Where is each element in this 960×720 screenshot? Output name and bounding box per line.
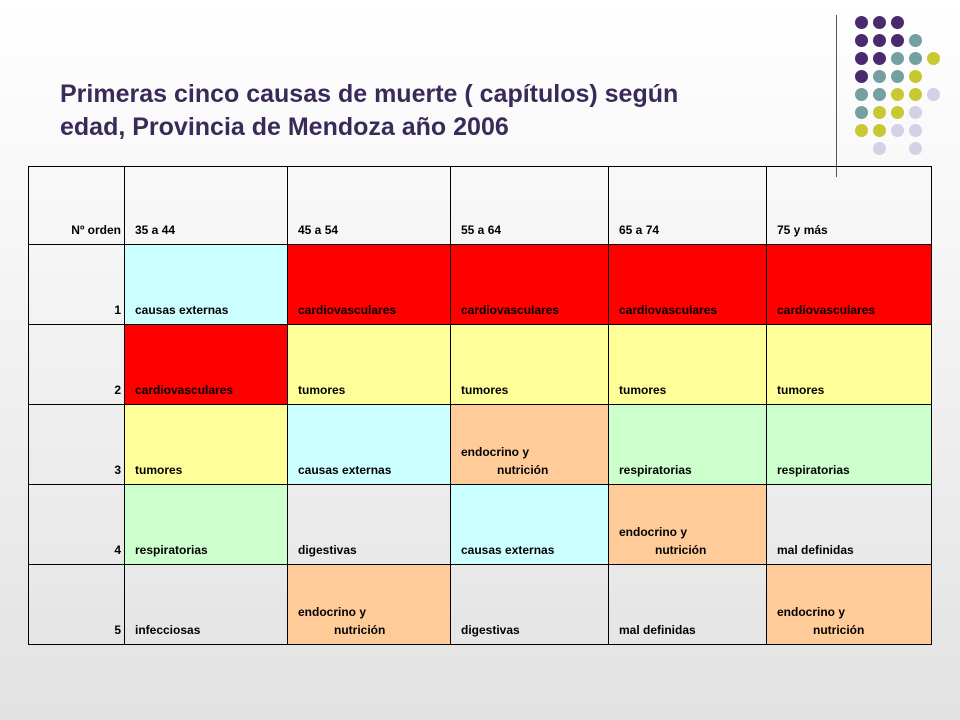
decorative-dot xyxy=(909,88,922,101)
decorative-dot xyxy=(855,34,868,47)
cause-cell: tumores xyxy=(287,324,451,405)
decorative-dot xyxy=(855,70,868,83)
table-row: 5 infecciosas endocrino y nutrición digestiv… xyxy=(28,564,932,645)
cause-cell: tumores xyxy=(124,404,288,485)
table-row: 3 tumores causas externas endocrino y nutric… xyxy=(28,404,932,485)
decorative-dot xyxy=(891,124,904,137)
table-row: 4 respiratorias digestivas causas externas e… xyxy=(28,484,932,565)
cause-cell: causas externas xyxy=(287,404,451,485)
cause-text-line-1: endocrino y xyxy=(461,445,530,460)
cause-cell: digestivas xyxy=(450,564,609,645)
table-row: 1 causas externas cardiovasculares cardiova… xyxy=(28,244,932,325)
cause-cell: tumores xyxy=(608,324,767,405)
cause-cell: tumores xyxy=(766,324,932,405)
cause-cell: cardiovasculares xyxy=(450,244,609,325)
header-cell: 45 a 54 xyxy=(287,166,451,245)
decorative-dot xyxy=(927,88,940,101)
header-cell: 65 a 74 xyxy=(608,166,767,245)
cause-cell: respiratorias xyxy=(608,404,767,485)
slide-title: Primeras cinco causas de muerte ( capítu… xyxy=(60,78,820,143)
cause-text-line-2: nutrición xyxy=(655,542,707,557)
cause-cell: cardiovasculares xyxy=(608,244,767,325)
rank-cell: 2 xyxy=(28,324,125,405)
decorative-divider-line xyxy=(836,15,837,177)
decorative-dot xyxy=(927,52,940,65)
cause-cell: infecciosas xyxy=(124,564,288,645)
cause-cell: endocrino y nutrición xyxy=(608,484,767,565)
cause-cell: cardiovasculares xyxy=(287,244,451,325)
decorative-dot xyxy=(873,124,886,137)
title-line-2: edad, Provincia de Mendoza año 2006 xyxy=(60,112,509,141)
cause-text-line-1: endocrino y xyxy=(619,525,688,540)
decorative-dot xyxy=(891,52,904,65)
rank-cell: 1 xyxy=(28,244,125,325)
title-line-1: Primeras cinco causas de muerte ( capítu… xyxy=(60,80,679,108)
cause-cell: endocrino y nutrición xyxy=(450,404,609,485)
decorative-dot xyxy=(855,52,868,65)
decorative-dot xyxy=(873,88,886,101)
decorative-dot xyxy=(909,34,922,47)
decorative-dot xyxy=(873,16,886,29)
decorative-dot xyxy=(855,16,868,29)
header-cell: Nº orden xyxy=(28,166,125,245)
decorative-dot xyxy=(855,106,868,119)
cause-cell: cardiovasculares xyxy=(124,324,288,405)
cause-cell: respiratorias xyxy=(124,484,288,565)
cause-cell: respiratorias xyxy=(766,404,932,485)
decorative-dot xyxy=(891,70,904,83)
cause-cell: digestivas xyxy=(287,484,451,565)
decorative-dot xyxy=(891,16,904,29)
header-cell: 55 a 64 xyxy=(450,166,609,245)
decorative-dot xyxy=(891,34,904,47)
cause-cell: mal definidas xyxy=(766,484,932,565)
cause-cell: cardiovasculares xyxy=(766,244,932,325)
decorative-dot xyxy=(909,142,922,155)
cause-text-line-1: endocrino y xyxy=(777,605,846,620)
rank-cell: 5 xyxy=(28,564,125,645)
decorative-dot xyxy=(873,106,886,119)
rank-cell: 3 xyxy=(28,404,125,485)
cause-text-line-2: nutrición xyxy=(334,622,386,637)
header-cell: 75 y más xyxy=(766,166,932,245)
cause-cell: causas externas xyxy=(450,484,609,565)
decorative-dot xyxy=(873,142,886,155)
decorative-dot xyxy=(909,124,922,137)
decorative-dot xyxy=(891,88,904,101)
decorative-dot xyxy=(909,70,922,83)
cause-cell: endocrino y nutrición xyxy=(766,564,932,645)
decorative-dot xyxy=(855,124,868,137)
cause-cell: tumores xyxy=(450,324,609,405)
decorative-dot xyxy=(909,52,922,65)
cause-text-line-1: endocrino y xyxy=(298,605,367,620)
cause-text-line-2: nutrición xyxy=(497,462,549,477)
table-row: 2 cardiovasculares tumores tumores tumores tu… xyxy=(28,324,932,405)
rank-cell: 4 xyxy=(28,484,125,565)
table-header-row: Nº orden 35 a 44 45 a 54 55 a 64 65 a 74… xyxy=(28,166,932,245)
decorative-dot xyxy=(873,34,886,47)
decorative-dot xyxy=(891,106,904,119)
cause-text-line-2: nutrición xyxy=(813,622,865,637)
decorative-dot xyxy=(873,70,886,83)
cause-cell: endocrino y nutrición xyxy=(287,564,451,645)
decorative-dot xyxy=(909,106,922,119)
cause-cell: causas externas xyxy=(124,244,288,325)
decorative-dot xyxy=(855,88,868,101)
cause-cell: mal definidas xyxy=(608,564,767,645)
header-cell: 35 a 44 xyxy=(124,166,288,245)
causes-of-death-table: Nº orden 35 a 44 45 a 54 55 a 64 65 a 74… xyxy=(28,166,932,645)
decorative-dot xyxy=(873,52,886,65)
